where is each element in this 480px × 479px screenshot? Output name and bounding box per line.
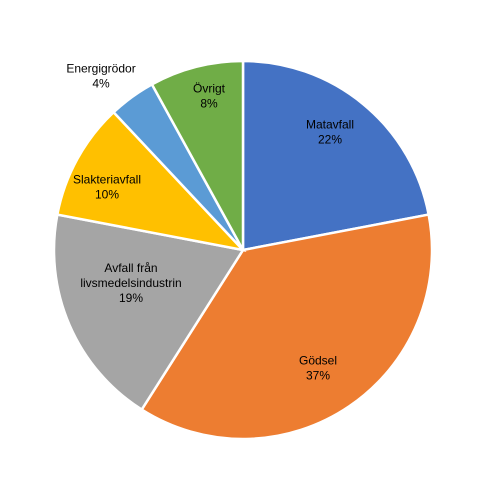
pie-slice-label: Slakteriavfall 10% <box>73 173 141 202</box>
pie-slice-label: Övrigt 8% <box>193 82 226 111</box>
pie-slice-slakteriavfall <box>55 110 247 252</box>
pie-slice-label: Gödsel 37% <box>299 354 337 383</box>
pie-slice-matavfall <box>241 59 431 252</box>
pie-slice-label: Matavfall 22% <box>306 118 354 147</box>
pie-slice-gödsel <box>140 213 434 441</box>
pie-slice-label: Avfall från livsmedelsindustrin 19% <box>80 261 181 305</box>
pie-slice-label: Energigrödor 4% <box>66 62 135 91</box>
pie-slice-övrigt <box>150 59 245 251</box>
pie-slice-avfall-från-livsmedelsindustrin <box>52 213 246 412</box>
